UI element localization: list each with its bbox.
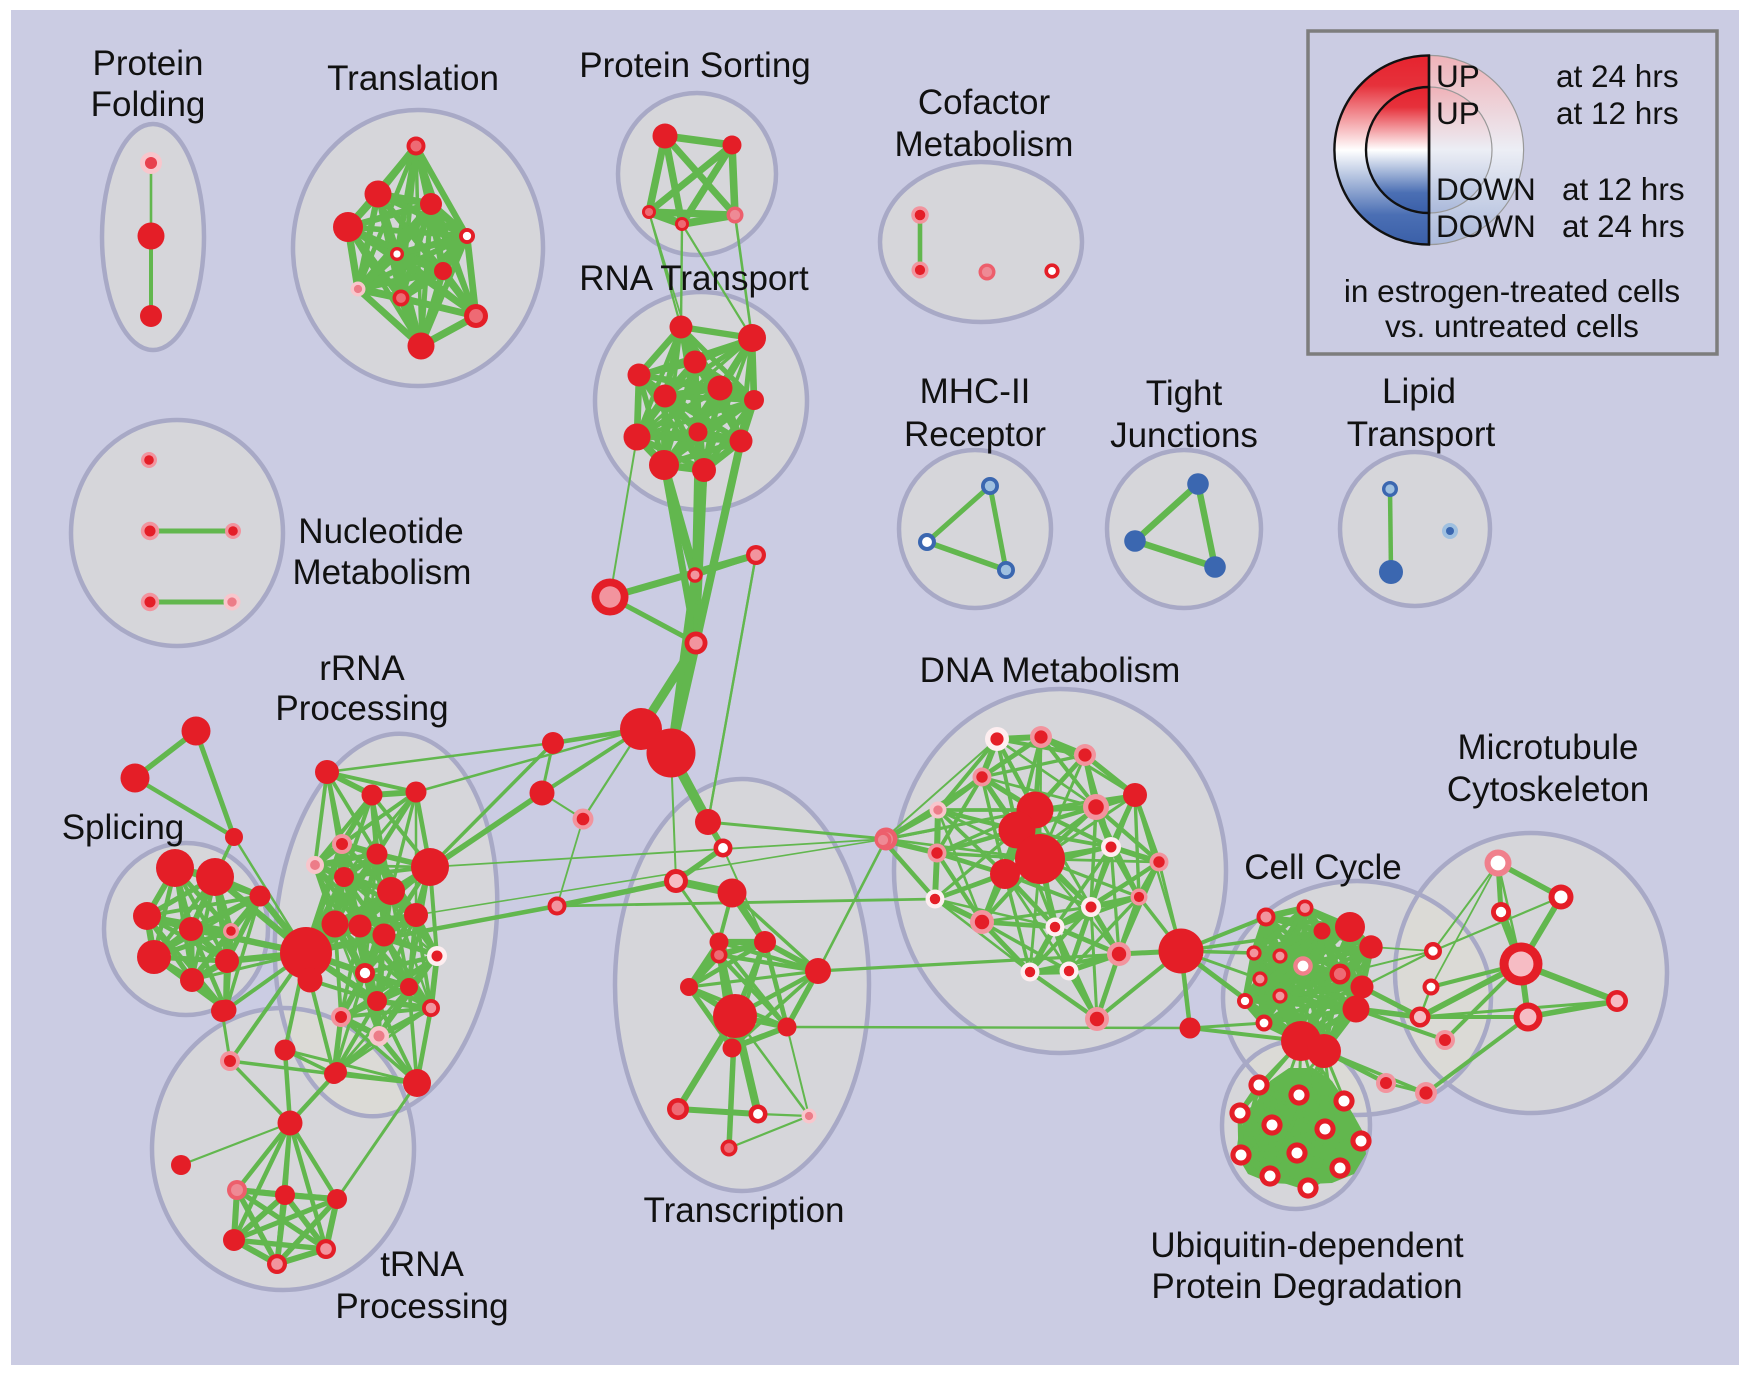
svg-text:Junctions: Junctions	[1110, 416, 1258, 455]
svg-text:Transport: Transport	[1347, 415, 1496, 454]
svg-text:Tight: Tight	[1146, 374, 1223, 413]
svg-text:Protein Sorting: Protein Sorting	[579, 46, 811, 85]
svg-text:Protein Degradation: Protein Degradation	[1151, 1267, 1462, 1306]
svg-text:at 24 hrs: at 24 hrs	[1562, 208, 1685, 244]
svg-text:Cofactor: Cofactor	[918, 83, 1051, 122]
svg-text:Splicing: Splicing	[62, 808, 185, 847]
svg-text:Cytoskeleton: Cytoskeleton	[1447, 770, 1649, 809]
svg-text:Protein: Protein	[93, 44, 204, 83]
svg-text:Folding: Folding	[91, 85, 206, 124]
svg-text:Processing: Processing	[335, 1287, 508, 1326]
svg-text:at 12 hrs: at 12 hrs	[1562, 171, 1685, 207]
svg-text:Lipid: Lipid	[1382, 372, 1456, 411]
svg-text:Metabolism: Metabolism	[895, 125, 1074, 164]
svg-text:in estrogen-treated cells: in estrogen-treated cells	[1344, 273, 1680, 309]
svg-text:tRNA: tRNA	[380, 1245, 464, 1284]
svg-text:Transcription: Transcription	[644, 1191, 845, 1230]
svg-text:MHC-II: MHC-II	[920, 372, 1031, 411]
svg-text:UP: UP	[1436, 95, 1480, 131]
svg-text:Translation: Translation	[327, 59, 499, 98]
svg-text:at 12 hrs: at 12 hrs	[1556, 95, 1679, 131]
svg-text:DOWN: DOWN	[1436, 208, 1536, 244]
svg-text:Nucleotide: Nucleotide	[298, 512, 463, 551]
svg-text:DNA Metabolism: DNA Metabolism	[920, 651, 1181, 690]
svg-text:RNA Transport: RNA Transport	[579, 259, 809, 298]
svg-text:Metabolism: Metabolism	[293, 553, 472, 592]
svg-text:vs. untreated cells: vs. untreated cells	[1385, 308, 1639, 344]
svg-text:Ubiquitin-dependent: Ubiquitin-dependent	[1150, 1226, 1464, 1265]
svg-text:Processing: Processing	[275, 689, 448, 728]
svg-text:UP: UP	[1436, 58, 1480, 94]
svg-text:rRNA: rRNA	[319, 649, 405, 688]
svg-text:Receptor: Receptor	[904, 415, 1046, 454]
svg-text:at 24 hrs: at 24 hrs	[1556, 58, 1679, 94]
svg-text:Cell Cycle: Cell Cycle	[1244, 848, 1402, 887]
svg-text:DOWN: DOWN	[1436, 171, 1536, 207]
svg-text:Microtubule: Microtubule	[1458, 728, 1639, 767]
